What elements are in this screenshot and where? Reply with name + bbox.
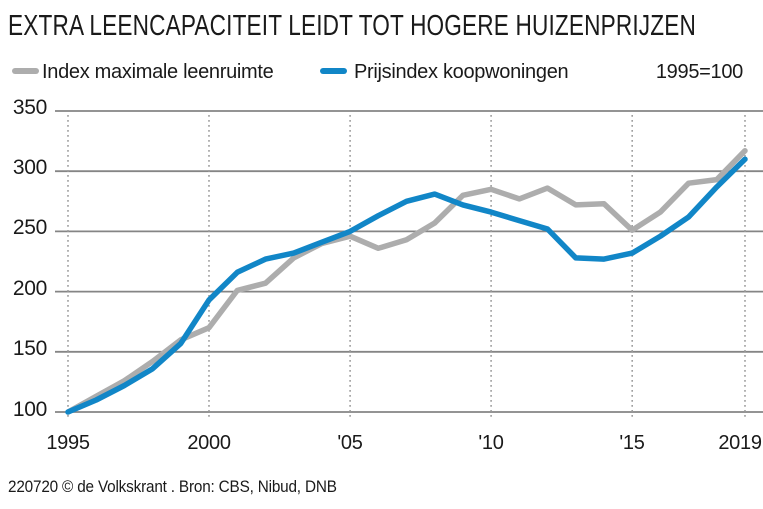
series-line-koopwoningen xyxy=(65,156,748,415)
horizontal-gridlines xyxy=(55,110,763,413)
blue-line-swatch-icon xyxy=(320,68,347,74)
legend: Index maximale leenruimte Prijsindex koo… xyxy=(0,61,763,85)
x-tick-2010: '10 xyxy=(478,432,504,454)
vertical-dotted-gridlines xyxy=(67,115,746,420)
page-title: EXTRA LEENCAPACITEIT LEIDT TOT HOGERE HU… xyxy=(8,10,696,42)
y-tick-250: 250 xyxy=(12,216,47,239)
x-tick-2015: '15 xyxy=(619,432,645,454)
gray-line-swatch-icon xyxy=(12,68,39,74)
y-tick-200: 200 xyxy=(12,277,47,300)
index-base-note: 1995=100 xyxy=(655,61,743,83)
x-tick-2000: 2000 xyxy=(187,432,231,454)
series-line-leenruimte xyxy=(65,147,748,415)
y-tick-100: 100 xyxy=(12,398,47,421)
x-tick-2005: '05 xyxy=(337,432,363,454)
legend-item-leenruimte: Index maximale leenruimte xyxy=(12,61,312,85)
y-tick-300: 300 xyxy=(12,156,47,179)
line-chart-canvas xyxy=(55,110,763,420)
source-credit: 220720 © de Volkskrant . Bron: CBS, Nibu… xyxy=(8,477,337,496)
y-tick-150: 150 xyxy=(12,337,47,360)
data-series-lines xyxy=(65,147,748,415)
x-tick-1995: 1995 xyxy=(46,432,90,454)
legend-item-koopwoningen: Prijsindex koopwoningen xyxy=(320,61,620,85)
legend-label-leenruimte: Index maximale leenruimte xyxy=(42,61,274,83)
y-tick-350: 350 xyxy=(12,96,47,119)
x-tick-2019: 2019 xyxy=(718,432,762,454)
legend-label-koopwoningen: Prijsindex koopwoningen xyxy=(354,61,569,83)
